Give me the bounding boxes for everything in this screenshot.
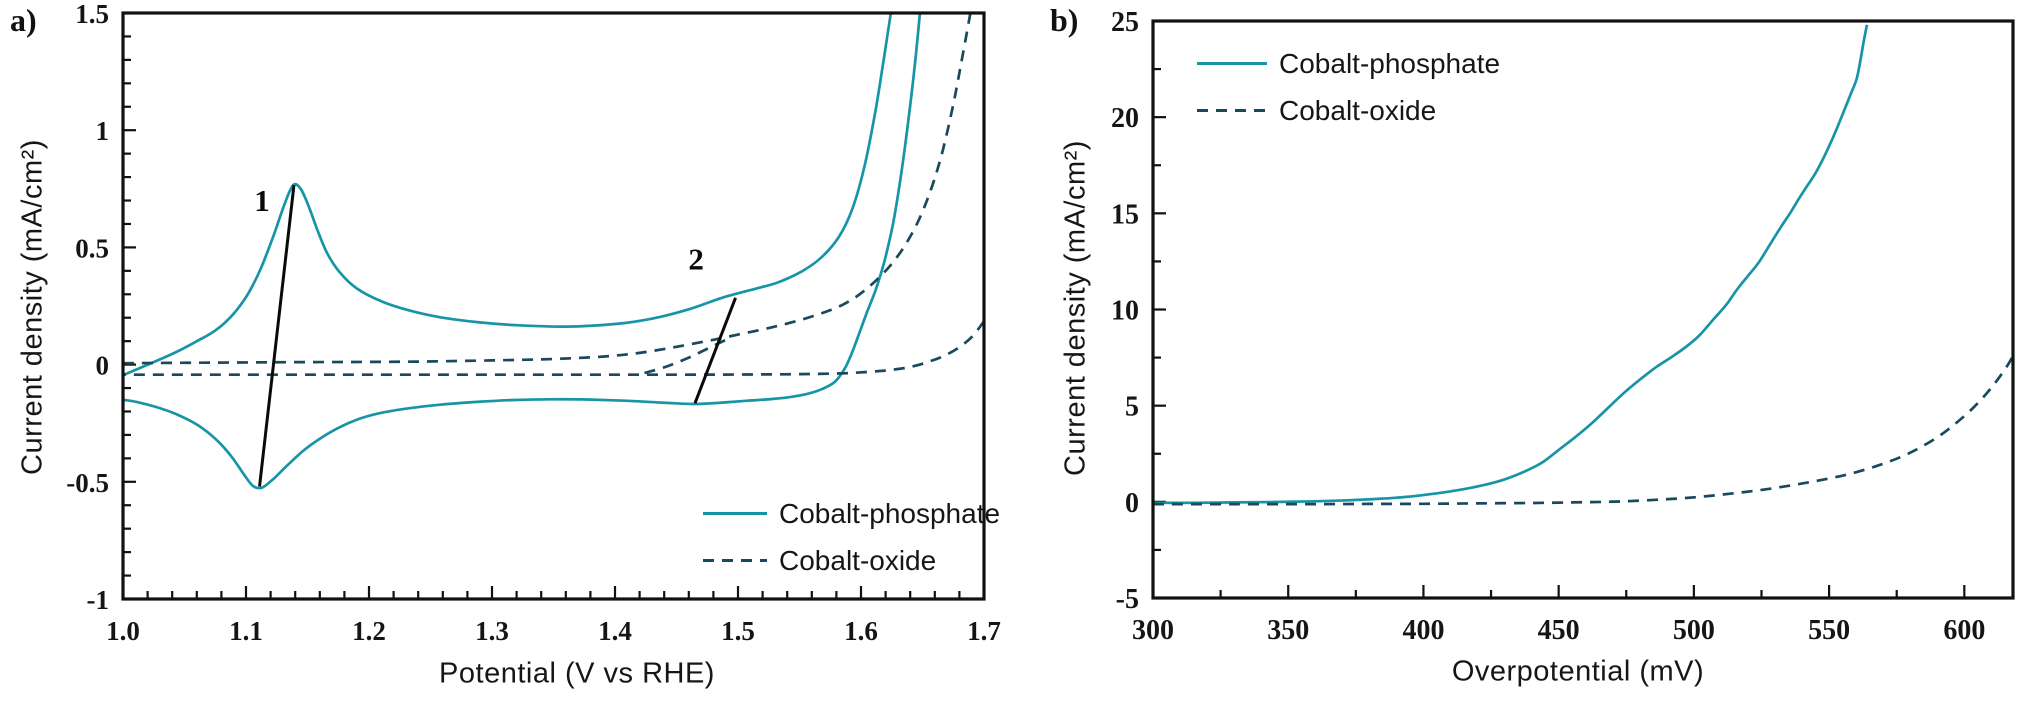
series-cobalt-oxide <box>124 14 983 377</box>
annotation-line-2 <box>693 297 737 404</box>
plot-border <box>121 11 986 601</box>
solid-line-sample-icon <box>703 512 767 515</box>
legend-label: Cobalt-oxide <box>779 544 937 576</box>
y-tick-label: 1 <box>96 116 110 146</box>
axis-ticks <box>1151 19 1966 600</box>
solid-line-sample-icon <box>1197 62 1267 65</box>
legend-label: Cobalt-phosphate <box>1279 47 1501 79</box>
y-tick-label: -1 <box>87 585 110 615</box>
x-tick-label: 1.6 <box>844 616 878 646</box>
x-tick-label: 1.3 <box>475 616 509 646</box>
y-tick-label: 5 <box>1125 392 1139 423</box>
series-cobalt-phosphate <box>124 14 922 490</box>
y-tick-label: 0 <box>1125 488 1139 519</box>
panel-b-x-axis-title: Overpotential (mV) <box>1451 655 1705 688</box>
x-tick-label: 450 <box>1538 615 1580 646</box>
y-tick-label: 10 <box>1111 296 1139 327</box>
legend-label: Cobalt-oxide <box>1279 94 1437 126</box>
panel-a-letter: a) <box>10 2 37 38</box>
panel-b-chart: 300 350 400 450 500 550 600 -5 0 5 10 15 20 25 <box>1111 7 2015 646</box>
x-tick-label: 1.5 <box>721 616 755 646</box>
y-tick-label: 0 <box>96 351 110 381</box>
dashed-line-sample-icon <box>1197 109 1267 112</box>
y-tick-label: 25 <box>1111 7 1139 38</box>
series-cobalt-oxide-path <box>1154 355 2012 506</box>
legend-item-cobalt-phosphate: Cobalt-phosphate <box>1197 40 1500 87</box>
x-tick-label: 1.7 <box>967 616 1001 646</box>
x-tick-label: 1.2 <box>352 616 386 646</box>
series-cobalt-oxide <box>1154 355 2012 506</box>
plot-border <box>1151 19 2015 600</box>
x-tick-label: 400 <box>1402 615 1444 646</box>
series-cobalt-oxide-path <box>124 14 972 365</box>
x-tick-label: 350 <box>1267 615 1309 646</box>
x-tick-label: 600 <box>1943 615 1985 646</box>
x-tick-label: 300 <box>1132 615 1174 646</box>
series-cobalt-phosphate-path <box>124 14 892 376</box>
panel-b-y-axis-title: Current density (mA/cm²) <box>1059 140 1092 476</box>
panel-a-y-axis-title: Current density (mA/cm²) <box>16 139 49 475</box>
x-tick-label: 1.4 <box>598 616 632 646</box>
panel-a-legend: Cobalt-phosphate Cobalt-oxide <box>703 490 1000 584</box>
y-tick-label: 0.5 <box>75 233 109 263</box>
legend-item-cobalt-oxide: Cobalt-oxide <box>703 537 1000 584</box>
annotation-label-1: 1 <box>254 183 270 218</box>
panel-b-letter: b) <box>1050 2 1079 38</box>
annotation-label-2: 2 <box>688 242 704 277</box>
x-tick-label: 1.0 <box>106 616 140 646</box>
y-tick-label: 15 <box>1111 199 1139 230</box>
y-tick-label: 1.5 <box>75 0 109 29</box>
x-tick-label: 1.1 <box>229 616 263 646</box>
legend-label: Cobalt-phosphate <box>779 497 1001 529</box>
legend-item-cobalt-phosphate: Cobalt-phosphate <box>703 490 1000 537</box>
legend-item-cobalt-oxide: Cobalt-oxide <box>1197 87 1500 134</box>
annotation-line-1 <box>258 184 296 487</box>
y-tick-label: 20 <box>1111 103 1139 134</box>
series-cobalt-phosphate <box>1154 24 1869 505</box>
panel-a-x-axis-title: Potential (V vs RHE) <box>439 657 715 690</box>
panel-a-chart: 1.0 1.1 1.2 1.3 1.4 1.5 1.6 1.7 -1 -0.5 0 0.5 1 1.5 1 2 <box>66 0 1001 646</box>
panel-b-legend: Cobalt-phosphate Cobalt-oxide <box>1197 40 1500 134</box>
dashed-line-sample-icon <box>703 559 767 562</box>
x-tick-label: 550 <box>1808 615 1850 646</box>
y-tick-label: -0.5 <box>66 468 109 498</box>
y-tick-label: -5 <box>1116 584 1139 615</box>
series-cobalt-phosphate-path <box>1154 24 1869 505</box>
x-tick-label: 500 <box>1673 615 1715 646</box>
series-cobalt-phosphate-path <box>124 14 922 490</box>
